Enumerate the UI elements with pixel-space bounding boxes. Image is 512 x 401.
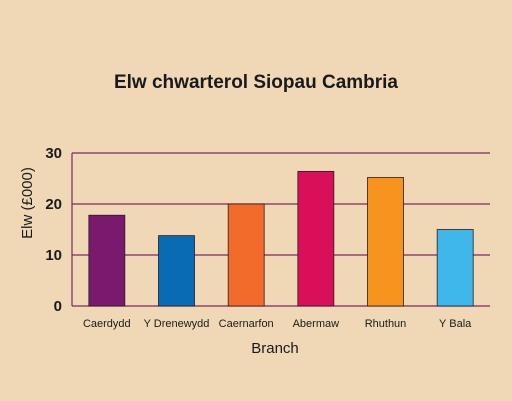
chart-title: Elw chwarterol Siopau Cambria bbox=[114, 72, 398, 93]
bars bbox=[88, 170, 474, 307]
bar-abermaw bbox=[297, 170, 335, 307]
x-tick-label: Y Drenewydd bbox=[144, 318, 210, 330]
gridlines bbox=[72, 152, 490, 307]
x-tick-labels: Caerdydd Y Drenewydd Caernarfon Abermaw Rhut… bbox=[83, 318, 472, 330]
x-tick-label: Caernarfon bbox=[219, 318, 274, 330]
y-tick-label: 10 bbox=[45, 247, 62, 264]
bar-caernarfon bbox=[227, 203, 265, 307]
y-axis-title: Elw (£000) bbox=[19, 167, 36, 239]
x-tick-label: Rhuthun bbox=[365, 318, 407, 330]
bar-y-bala bbox=[436, 229, 474, 307]
x-axis-title: Branch bbox=[251, 340, 299, 357]
y-tick-labels: 0 10 20 30 bbox=[45, 145, 62, 315]
x-tick-label: Abermaw bbox=[293, 318, 340, 330]
x-tick-label: Y Bala bbox=[439, 318, 472, 330]
x-tick-label: Caerdydd bbox=[83, 318, 131, 330]
bar-rhuthun bbox=[367, 177, 404, 307]
y-tick-label: 30 bbox=[45, 145, 62, 162]
y-tick-label: 20 bbox=[45, 196, 62, 213]
bar-y-drenewydd bbox=[158, 235, 195, 307]
y-tick-label: 0 bbox=[54, 298, 62, 315]
bar-caerdydd bbox=[88, 214, 126, 307]
